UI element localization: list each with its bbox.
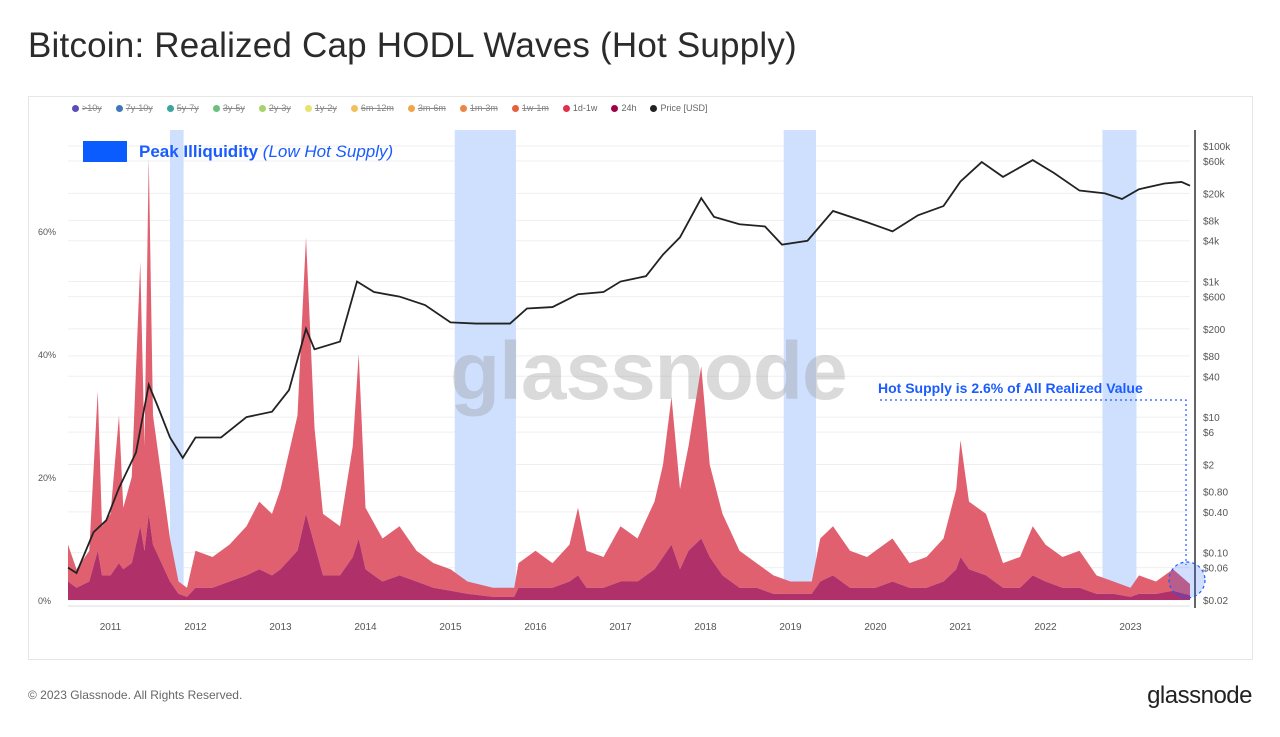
legend-dot-icon [212,104,220,112]
hot-supply-callout-circle [1168,561,1206,599]
peak-illiquidity-band [1102,130,1137,600]
legend-label: 1w-1m [521,103,549,113]
legend-label: 1y-2y [314,103,337,113]
x-tick-label: 2018 [694,622,717,633]
legend-dot-icon [304,104,312,112]
legend-dot-icon [72,104,79,112]
y-right-tick-label: $600 [1203,293,1226,304]
legend-item--10y[interactable]: >10y [72,103,102,113]
legend-item-5y-7y[interactable]: 5y-7y [166,103,199,113]
legend-label: 3y-5y [222,103,245,113]
legend-item-1w-1m[interactable]: 1w-1m [511,103,549,113]
y-right-tick-label: $8k [1203,216,1220,227]
y-right-tick-label: $0.80 [1203,487,1228,498]
legend-label: 2y-3y [268,103,291,113]
legend-label: 7y-10y [125,103,153,113]
x-tick-label: 2011 [100,622,122,633]
x-tick-label: 2019 [779,622,802,633]
y-right-tick-label: $20k [1203,189,1226,200]
watermark: glassnode [450,326,848,417]
hot-supply-callout-line [880,399,1187,565]
x-tick-label: 2012 [184,622,207,633]
x-tick-label: 2023 [1119,622,1142,633]
y-right-tick-label: $2 [1203,460,1215,471]
y-right-tick-label: $1k [1203,278,1220,289]
peak-illiquidity-legend: Peak Illiquidity (Low Hot Supply) [83,141,393,162]
legend-item-1y-2y[interactable]: 1y-2y [304,103,337,113]
y-right-tick-label: $10 [1203,413,1220,424]
peak-illiquidity-band [454,130,516,600]
legend-item-3y-5y[interactable]: 3y-5y [212,103,245,113]
legend-dot-icon [350,104,358,112]
y-right-tick-label: $60k [1203,157,1226,168]
legend-item-24h[interactable]: 24h [611,103,636,113]
x-tick-label: 2013 [269,622,292,633]
legend-dot-icon [459,104,467,112]
y-right-tick-label: $0.06 [1203,564,1228,575]
x-tick-label: 2020 [864,622,887,633]
legend-item-1d-1w[interactable]: 1d-1w [562,103,598,113]
legend-dot-icon [511,104,519,112]
legend-dot-icon [407,104,415,112]
x-tick-label: 2022 [1034,622,1057,633]
copyright: © 2023 Glassnode. All Rights Reserved. [28,688,243,702]
price-line [67,159,1191,575]
legend-label: 1d-1w [572,103,598,113]
y-right-tick-label: $0.40 [1203,508,1228,519]
y-right-tick-label: $4k [1203,237,1220,248]
legend-label: >10y [82,103,102,113]
x-tick-label: 2021 [949,622,972,633]
legend-dot-icon [650,104,658,112]
peak-illiquidity-band [170,130,184,600]
legend-label: 6m-12m [360,103,394,113]
legend-label: 24h [621,103,637,113]
legend-item-6m-12m[interactable]: 6m-12m [350,103,394,113]
legend-dot-icon [258,104,266,112]
chart-legend: >10y 7y-10y 5y-7y 3y-5y 2y-3y 1y-2y 6m-12m 3m-6… [72,103,707,113]
legend-label: 1m-3m [469,103,498,113]
page-title: Bitcoin: Realized Cap HODL Waves (Hot Su… [28,26,797,65]
peak-illiquidity-sublabel: (Low Hot Supply) [262,141,394,161]
legend-label: Price [USD] [660,103,708,113]
y-left-tick-label: 0% [38,596,51,606]
legend-item-7y-10y[interactable]: 7y-10y [115,103,153,113]
y-left-tick-label: 40% [38,350,56,360]
legend-dot-icon [166,104,174,112]
legend-item-2y-3y[interactable]: 2y-3y [258,103,291,113]
y-right-tick-label: $200 [1203,325,1226,336]
x-tick-label: 2016 [524,622,547,633]
y-left-tick-label: 60% [38,227,56,237]
legend-label: 3m-6m [417,103,446,113]
y-left-tick-label: 20% [38,473,56,483]
area-1d-1w [68,157,1190,597]
y-right-tick-label: $0.02 [1203,596,1228,607]
legend-item-price-usd-[interactable]: Price [USD] [650,103,707,113]
peak-illiquidity-band [783,130,816,600]
y-right-tick-label: $40 [1203,372,1220,383]
x-tick-label: 2015 [439,622,462,633]
legend-item-3m-6m[interactable]: 3m-6m [407,103,446,113]
x-tick-label: 2014 [354,622,377,633]
y-right-tick-label: $100k [1203,142,1231,153]
hot-supply-note: Hot Supply is 2.6% of All Realized Value [878,380,1143,396]
y-right-tick-label: $6 [1203,428,1215,439]
legend-item-1m-3m[interactable]: 1m-3m [459,103,498,113]
legend-dot-icon [115,104,123,112]
legend-label: 5y-7y [176,103,199,113]
y-right-tick-label: $80 [1203,352,1220,363]
y-right-tick-label: $0.10 [1203,549,1228,560]
legend-dot-icon [611,104,619,112]
x-tick-label: 2017 [609,622,632,633]
chart-card [28,96,1253,660]
glassnode-logo: glassnode [1147,682,1252,709]
peak-illiquidity-label: Peak Illiquidity [139,141,259,161]
legend-dot-icon [562,104,570,112]
peak-illiquidity-swatch [83,141,127,162]
area-24h [68,513,1190,600]
